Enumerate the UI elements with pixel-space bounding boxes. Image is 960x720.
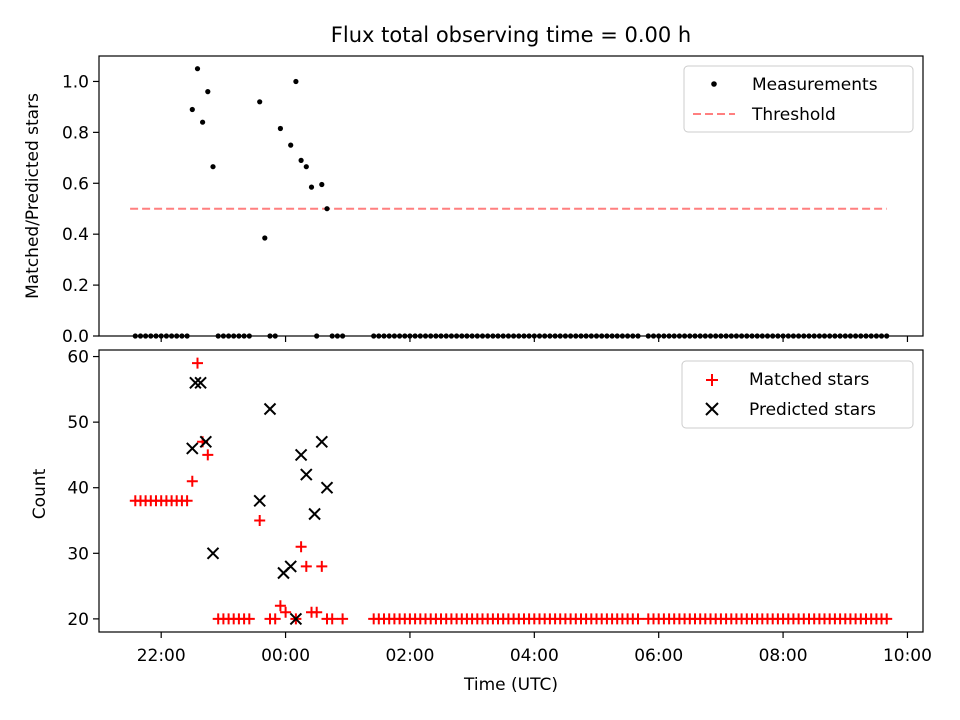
predicted-star-point — [189, 376, 202, 390]
count-panel: 20 30 40 50 60 22:00 00:00 02:00 04:00 06:00 08:0… — [30, 348, 932, 695]
count-y-tick-label: 50 — [67, 413, 89, 433]
count-y-tick-label: 60 — [67, 348, 89, 368]
measurement-point — [298, 157, 304, 163]
matched-star-point — [337, 613, 349, 625]
matched-star-point — [274, 600, 286, 612]
x-tick-label: 02:00 — [385, 646, 434, 666]
ratio-y-axis: 0.0 0.2 0.4 0.6 0.8 1.0 — [62, 72, 99, 347]
measurement-point — [308, 184, 315, 190]
matched-star-point — [632, 613, 644, 625]
x-tick-label: 08:00 — [759, 646, 808, 666]
ratio-axes-frame — [98, 55, 924, 337]
matched-star-point — [316, 560, 328, 572]
predicted-star-point — [284, 560, 297, 573]
matched-star-point — [202, 449, 214, 461]
matched-star-point — [181, 495, 193, 507]
x-tick-label: 04:00 — [510, 646, 559, 666]
measurement-point — [303, 164, 309, 170]
legend-matched-label: Matched stars — [749, 370, 869, 390]
ratio-y-tick-label: 0.6 — [62, 174, 89, 194]
matched-star-point — [192, 357, 203, 369]
count-y-tick-label: 20 — [67, 610, 89, 630]
predicted-star-point — [206, 547, 220, 560]
measurement-point — [189, 106, 195, 113]
x-axis-label: Time (UTC) — [463, 675, 558, 695]
count-y-tick-label: 40 — [67, 479, 89, 499]
matched-star-point — [300, 560, 312, 572]
matched-star-point — [269, 613, 281, 625]
measurement-point — [293, 78, 299, 85]
ratio-legend-box — [683, 65, 914, 133]
predicted-star-point — [199, 435, 213, 449]
count-x-axis: 22:00 00:00 02:00 04:00 06:00 08:00 10:00 — [137, 632, 932, 666]
x-tick-label: 10:00 — [883, 646, 932, 666]
count-legend: Matched stars Predicted stars — [681, 360, 914, 429]
measurement-point — [194, 66, 201, 72]
predicted-star-point — [289, 612, 303, 626]
matched-star-point — [254, 515, 266, 526]
count-plot-area — [129, 357, 893, 626]
legend-threshold-label: Threshold — [751, 105, 836, 125]
matched-star-point — [243, 613, 255, 625]
ratio-y-tick-label: 0.4 — [62, 225, 89, 245]
matched-star-point — [326, 613, 338, 625]
ratio-y-axis-label: Matched/Predicted stars — [23, 93, 43, 299]
predicted-star-point — [263, 402, 277, 416]
measurement-point — [288, 142, 294, 148]
legend-measurements-label: Measurements — [752, 75, 878, 95]
measurement-point — [277, 125, 283, 132]
ratio-legend: Measurements Threshold — [683, 65, 914, 133]
measurement-point — [210, 164, 216, 170]
ratio-x-ticks — [160, 336, 909, 342]
x-tick-label: 00:00 — [261, 646, 310, 666]
count-y-axis-label: Count — [30, 468, 50, 519]
legend-predicted-label: Predicted stars — [749, 400, 876, 420]
predicted-star-point — [320, 481, 334, 494]
measurement-point — [200, 119, 206, 125]
measurement-point — [262, 235, 268, 241]
ratio-y-tick-label: 0.0 — [62, 327, 89, 347]
count-axes-frame — [98, 349, 924, 633]
count-y-axis: 20 30 40 50 60 — [67, 348, 99, 630]
ratio-panel: 0.0 0.2 0.4 0.6 0.8 1.0 Matched/Predicted sta… — [23, 55, 924, 347]
matched-star-point — [280, 606, 292, 618]
ratio-y-tick-label: 1.0 — [62, 72, 89, 92]
predicted-star-point — [300, 468, 313, 481]
measurement-point — [205, 89, 211, 95]
legend-matched-marker — [706, 374, 718, 386]
x-tick-label: 06:00 — [634, 646, 683, 666]
matched-star-point — [881, 613, 893, 625]
matched-star-point — [295, 541, 307, 553]
ratio-y-tick-label: 0.8 — [62, 123, 89, 143]
matched-star-point — [186, 475, 198, 487]
predicted-star-point — [308, 507, 321, 521]
measurement-point — [324, 206, 330, 212]
x-tick-label: 22:00 — [137, 646, 186, 666]
predicted-star-point — [315, 435, 329, 449]
legend-predicted-marker — [705, 402, 719, 416]
count-legend-box — [681, 360, 914, 429]
count-y-tick-label: 30 — [67, 544, 89, 564]
predicted-star-point — [253, 494, 266, 508]
measurement-point — [257, 99, 263, 105]
chart-title: Flux total observing time = 0.00 h — [331, 23, 691, 47]
matched-star-point — [311, 606, 323, 618]
predicted-star-point — [194, 376, 207, 390]
legend-measurements-marker — [711, 81, 717, 87]
predicted-star-point — [294, 448, 308, 462]
ratio-y-tick-label: 0.2 — [62, 276, 89, 296]
measurement-point — [319, 181, 325, 188]
predicted-star-point — [186, 442, 199, 455]
